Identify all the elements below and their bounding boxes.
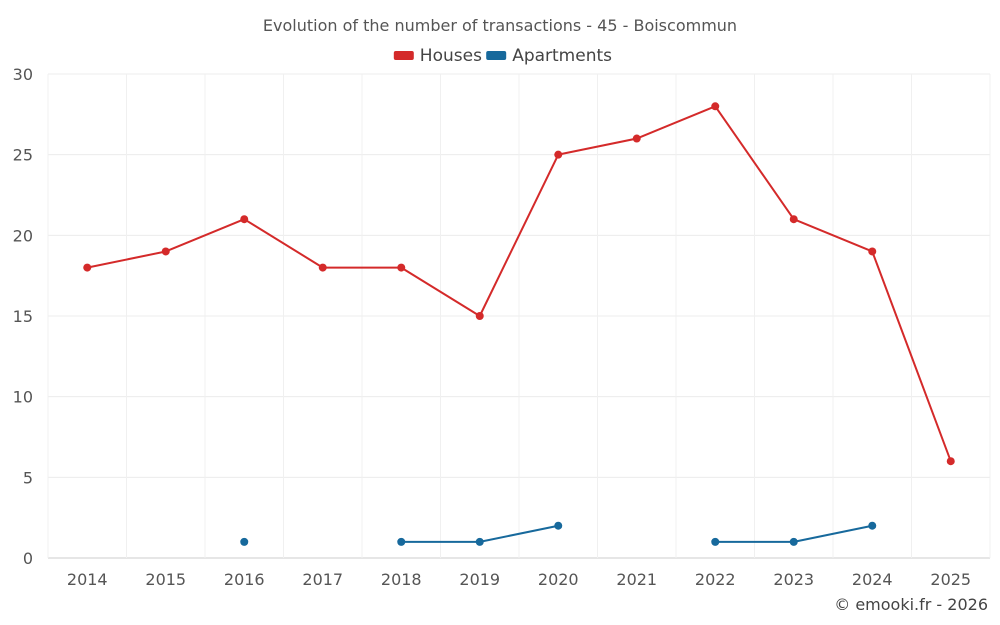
data-point [868, 247, 877, 256]
data-point [161, 247, 170, 256]
data-point [397, 537, 406, 546]
legend-label: Apartments [512, 46, 612, 66]
x-tick-label: 2019 [459, 570, 500, 589]
series-line [87, 105, 952, 462]
x-tick-label: 2023 [773, 570, 814, 589]
x-tick-label: 2018 [381, 570, 422, 589]
data-point [240, 215, 249, 224]
data-point [475, 312, 484, 320]
data-point [318, 263, 327, 272]
series-apartments [240, 521, 877, 546]
grid [47, 73, 991, 559]
x-tick-label: 2021 [616, 570, 657, 589]
legend: Houses Apartments [393, 46, 612, 66]
x-tick-label: 2025 [930, 570, 971, 589]
x-tick-label: 2017 [302, 570, 343, 589]
legend-swatch [486, 51, 507, 60]
y-tick-label: 15 [13, 307, 33, 326]
data-point [554, 150, 563, 159]
y-tick-label: 25 [13, 146, 33, 165]
data-point [83, 263, 92, 272]
data-point [711, 102, 720, 111]
data-point [789, 537, 798, 546]
data-point [554, 521, 563, 530]
data-point [789, 215, 798, 224]
data-point [397, 263, 406, 272]
x-tick-label: 2022 [695, 570, 736, 589]
series-layer [83, 102, 955, 546]
data-point [711, 537, 720, 546]
legend-label: Houses [420, 46, 482, 66]
data-point [240, 537, 249, 546]
y-tick-label: 30 [13, 65, 33, 84]
credit-text: © emooki.fr - 2026 [834, 595, 988, 614]
series-houses [83, 102, 955, 466]
data-point [632, 134, 641, 143]
x-tick-label: 2014 [67, 570, 108, 589]
data-point [475, 537, 484, 546]
chart-title: Evolution of the number of transactions … [263, 16, 737, 35]
y-tick-label: 0 [23, 549, 33, 568]
y-tick-label: 10 [13, 388, 33, 407]
x-tick-label: 2020 [538, 570, 579, 589]
legend-swatch [393, 51, 414, 60]
x-tick-label: 2024 [852, 570, 893, 589]
x-tick-label: 2015 [145, 570, 186, 589]
y-tick-label: 5 [23, 468, 33, 487]
data-point [868, 521, 877, 530]
data-point [946, 457, 955, 466]
y-tick-label: 20 [13, 226, 33, 245]
x-tick-label: 2016 [224, 570, 265, 589]
